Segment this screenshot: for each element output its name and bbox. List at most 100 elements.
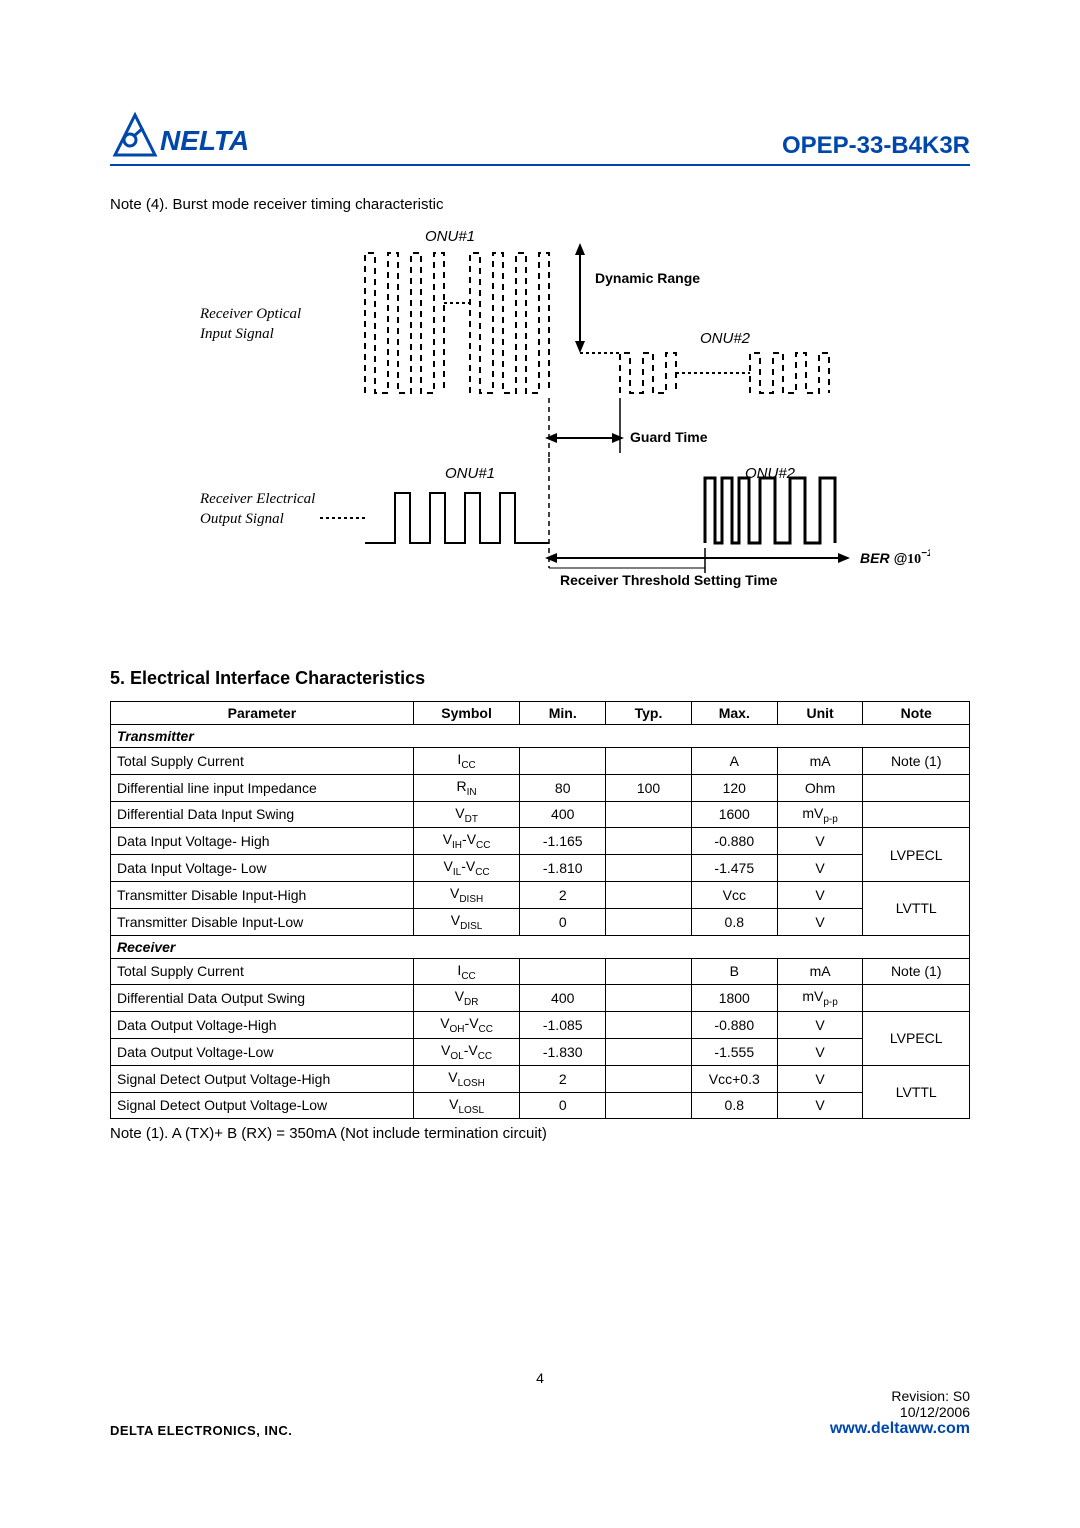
cell-typ [606,801,692,828]
cell-symbol: VOH-VCC [413,1012,519,1039]
logo: NELTA [110,110,280,160]
part-number: OPEP-33-B4K3R [782,132,970,160]
cell-min: -1.165 [520,828,606,855]
cell-typ [606,855,692,882]
cell-typ [606,881,692,908]
cell-note: Note (1) [863,958,970,985]
cell-note [863,774,970,801]
cell-unit: Ohm [777,774,863,801]
cell-note: Note (1) [863,748,970,775]
cell-max: Vcc [691,881,777,908]
table-row: Data Output Voltage-LowVOL-VCC-1.830-1.5… [111,1038,970,1065]
cell-typ [606,1092,692,1119]
cell-max: 1800 [691,985,777,1012]
table-row: Data Input Voltage- HighVIH-VCC-1.165-0.… [111,828,970,855]
cell-max: -1.475 [691,855,777,882]
table-row: Transmitter Disable Input-HighVDISH2VccV… [111,881,970,908]
cell-param: Differential Data Output Swing [111,985,414,1012]
cell-min: 0 [520,908,606,935]
cell-unit: mVp-p [777,801,863,828]
col-min: Min. [520,702,606,725]
table-row: Signal Detect Output Voltage-HighVLOSH2V… [111,1065,970,1092]
cell-note: LVTTL [863,1065,970,1119]
cell-note [863,985,970,1012]
cell-note [863,801,970,828]
page-footer: 4 DELTA ELECTRONICS, INC. Revision: S0 1… [110,1370,970,1438]
diag-onu2-top: ONU#2 [700,330,751,347]
cell-symbol: VOL-VCC [413,1038,519,1065]
note4-text: Note (4). Burst mode receiver timing cha… [110,196,970,213]
cell-typ [606,1012,692,1039]
cell-unit: mA [777,748,863,775]
cell-param: Differential Data Input Swing [111,801,414,828]
col-unit: Unit [777,702,863,725]
cell-symbol: VDISL [413,908,519,935]
cell-max: -0.880 [691,1012,777,1039]
cell-typ [606,1038,692,1065]
cell-min: 400 [520,985,606,1012]
cell-param: Signal Detect Output Voltage-Low [111,1092,414,1119]
diag-rx-optical1: Receiver Optical [199,306,301,322]
cell-min: 80 [520,774,606,801]
cell-typ [606,828,692,855]
cell-symbol: VIL-VCC [413,855,519,882]
cell-unit: V [777,1012,863,1039]
cell-typ [606,985,692,1012]
cell-symbol: VDT [413,801,519,828]
cell-param: Data Input Voltage- Low [111,855,414,882]
cell-note: LVPECL [863,828,970,882]
cell-max: 0.8 [691,908,777,935]
cell-unit: V [777,1038,863,1065]
footer-revision: Revision: S0 [830,1388,970,1404]
cell-param: Total Supply Current [111,748,414,775]
cell-param: Signal Detect Output Voltage-High [111,1065,414,1092]
diag-rx-elec1: Receiver Electrical [199,491,315,507]
cell-min [520,958,606,985]
cell-min: 0 [520,1092,606,1119]
col-max: Max. [691,702,777,725]
footer-date: 10/12/2006 [830,1404,970,1420]
footer-url: www.deltaww.com [830,1420,970,1438]
timing-diagram: ONU#1 Dynamic Range Receiver Optical Inp… [110,223,970,608]
cell-min: 2 [520,881,606,908]
cell-max: B [691,958,777,985]
diag-guard-time: Guard Time [630,429,708,445]
cell-max: A [691,748,777,775]
table-section-header: Transmitter [111,725,970,748]
cell-unit: V [777,1065,863,1092]
cell-typ [606,958,692,985]
table-row: Signal Detect Output Voltage-LowVLOSL00.… [111,1092,970,1119]
cell-max: 1600 [691,801,777,828]
cell-symbol: VDR [413,985,519,1012]
cell-unit: V [777,881,863,908]
page-number: 4 [110,1370,970,1386]
table-row: Differential Data Input SwingVDT400 1600m… [111,801,970,828]
cell-note: LVPECL [863,1012,970,1066]
table-row: Total Supply CurrentICC AmANote (1) [111,748,970,775]
cell-typ [606,1065,692,1092]
cell-min: 400 [520,801,606,828]
cell-symbol: VDISH [413,881,519,908]
cell-min: -1.810 [520,855,606,882]
diag-rx-optical2: Input Signal [199,326,274,342]
diag-thresh: Receiver Threshold Setting Time [560,572,778,588]
col-symbol: Symbol [413,702,519,725]
cell-param: Total Supply Current [111,958,414,985]
cell-note: LVTTL [863,881,970,935]
cell-typ: 100 [606,774,692,801]
table-row: Differential Data Output SwingVDR400 1800… [111,985,970,1012]
diag-ber: BER @10−12 [860,548,930,567]
cell-min [520,748,606,775]
cell-typ [606,748,692,775]
cell-symbol: ICC [413,748,519,775]
footer-company: DELTA ELECTRONICS, INC. [110,1423,292,1438]
cell-param: Transmitter Disable Input-Low [111,908,414,935]
cell-typ [606,908,692,935]
cell-unit: V [777,855,863,882]
cell-max: 0.8 [691,1092,777,1119]
cell-unit: mVp-p [777,985,863,1012]
cell-symbol: ICC [413,958,519,985]
elec-table: Parameter Symbol Min. Typ. Max. Unit Not… [110,701,970,1119]
cell-param: Data Output Voltage-High [111,1012,414,1039]
cell-param: Differential line input Impedance [111,774,414,801]
